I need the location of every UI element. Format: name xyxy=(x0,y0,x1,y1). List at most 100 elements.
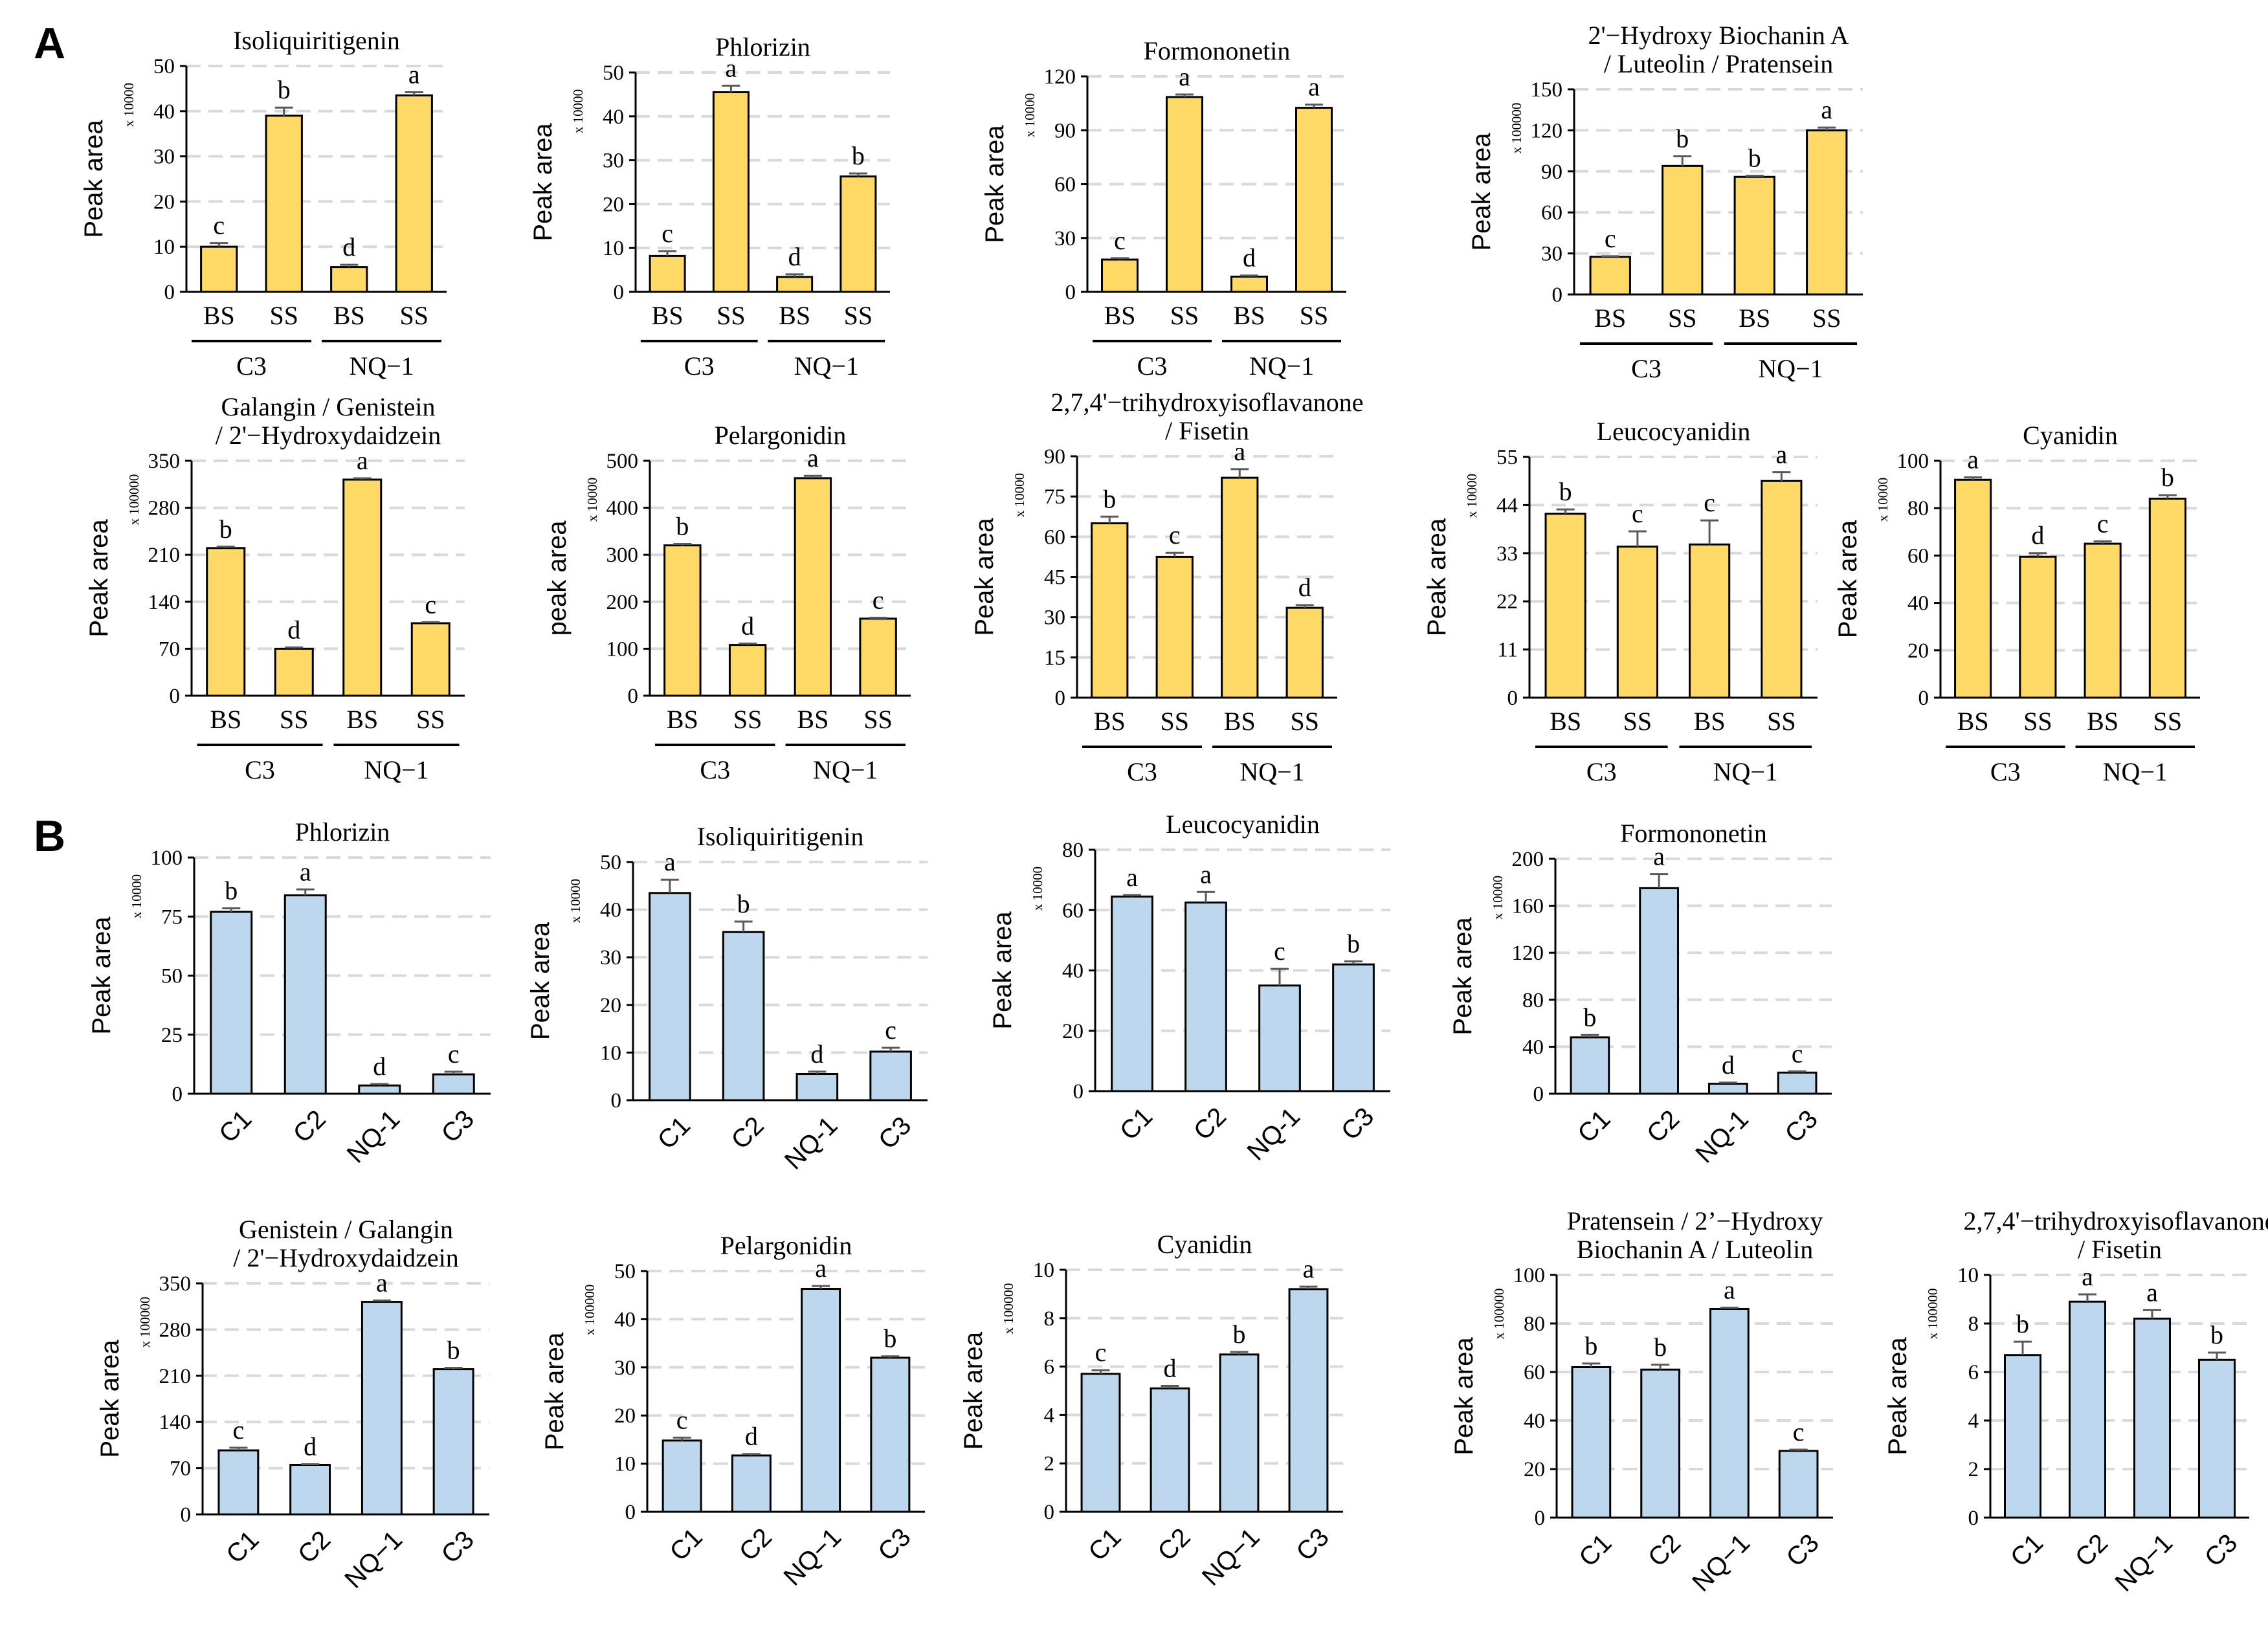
significance-letter: a xyxy=(1179,62,1190,91)
y-multiplier: x 10000 xyxy=(121,83,137,127)
bar xyxy=(712,91,750,293)
y-tick-label: 150 xyxy=(1531,78,1563,102)
category-label: C2 xyxy=(1643,1529,1686,1572)
y-tick-label: 0 xyxy=(628,685,639,708)
chart-title: Pelargonidin xyxy=(720,1231,852,1260)
y-tick-label: 100 xyxy=(151,847,183,870)
y-axis-label: Peak area xyxy=(988,911,1017,1030)
significance-letter: a xyxy=(1308,72,1320,102)
bar xyxy=(2004,1354,2041,1519)
bar xyxy=(432,1073,475,1095)
y-tick-label: 0 xyxy=(1535,1507,1546,1530)
bar xyxy=(1221,476,1259,699)
group-label: NQ−1 xyxy=(813,755,878,784)
category-label: BS xyxy=(779,301,810,330)
category-label: BS xyxy=(1234,301,1265,330)
y-multiplier: x 100000 xyxy=(1491,1289,1507,1340)
y-tick-label: 160 xyxy=(1512,895,1544,918)
significance-letter: b xyxy=(1233,1320,1246,1349)
bar xyxy=(2019,555,2057,699)
y-multiplier: x 100000 xyxy=(1001,1283,1016,1334)
y-axis-label: Peak area xyxy=(981,125,1009,243)
significance-letter: c xyxy=(1632,499,1643,528)
chart-title: Isoliquiritigenin xyxy=(697,822,864,851)
significance-letter: c xyxy=(2097,509,2109,538)
significance-letter: a xyxy=(300,857,311,886)
chart-b1: 0 25 50 75 100 b C1 a C2 d NQ-1 c C3 Phlorizin x 10000… xyxy=(87,817,491,1169)
y-multiplier: x 10000 xyxy=(1022,93,1038,137)
y-tick-label: 0 xyxy=(1968,1507,1979,1530)
category-label: C3 xyxy=(1336,1102,1379,1146)
bar xyxy=(1571,1366,1612,1519)
y-multiplier: x 100000 xyxy=(1509,103,1524,154)
category-label: C1 xyxy=(1573,1529,1617,1572)
significance-letter: b xyxy=(2016,1309,2029,1338)
y-tick-label: 0 xyxy=(164,281,175,304)
significance-letter: b xyxy=(219,515,232,544)
bar xyxy=(1709,1308,1750,1519)
category-label: C3 xyxy=(436,1525,480,1569)
category-label: C3 xyxy=(1291,1523,1334,1566)
y-axis-label: Peak area xyxy=(1834,520,1862,638)
group-label: C3 xyxy=(1127,757,1157,786)
panel-label-b: B xyxy=(34,812,65,861)
significance-letter: b xyxy=(278,75,291,104)
y-tick-label: 30 xyxy=(1541,243,1562,266)
y-tick-label: 80 xyxy=(1524,1312,1545,1336)
significance-letter: c xyxy=(232,1415,244,1444)
significance-letter: d xyxy=(304,1432,317,1461)
y-tick-label: 20 xyxy=(1907,639,1929,663)
y-axis-label: Peak area xyxy=(970,518,999,636)
y-tick-label: 80 xyxy=(1062,839,1084,862)
significance-letter: a xyxy=(664,847,676,876)
y-tick-label: 0 xyxy=(1533,1083,1544,1106)
y-axis-label: Peak area xyxy=(959,1331,988,1450)
chart-b8: 0 20 40 60 80 100 b C1 b C2 a NQ−1 c C3 Pratensein / 2… xyxy=(1450,1206,1833,1597)
y-tick-label: 50 xyxy=(600,851,621,874)
group-label: NQ−1 xyxy=(2103,757,2168,786)
bar xyxy=(1778,1450,1819,1519)
y-tick-label: 45 xyxy=(1044,566,1065,590)
significance-letter: d xyxy=(741,611,754,640)
y-axis-label: Peak area xyxy=(1449,917,1477,1035)
chart-title: Cyanidin xyxy=(2023,421,2118,450)
group-label: C3 xyxy=(236,351,267,381)
y-axis-label: Peak area xyxy=(526,922,555,1040)
bar xyxy=(839,175,877,293)
group-label: NQ−1 xyxy=(794,351,859,381)
y-tick-label: 10 xyxy=(614,1453,636,1476)
bar xyxy=(662,1439,702,1513)
group-label: NQ−1 xyxy=(364,755,428,784)
y-tick-label: 2 xyxy=(1044,1452,1055,1476)
bar xyxy=(1230,275,1268,293)
y-multiplier: x 10000 xyxy=(1490,876,1506,920)
category-label: C1 xyxy=(665,1523,708,1566)
category-label: NQ-1 xyxy=(342,1105,406,1169)
y-tick-label: 40 xyxy=(153,100,175,124)
chart-title: Leucocyanidin xyxy=(1597,417,1751,446)
bar xyxy=(1295,107,1333,293)
category-label: BS xyxy=(210,705,241,734)
chart-b7: 0 2 4 6 8 10 c C1 d C2 b NQ−1 a C3 Cyanidin x 100000 Pea… xyxy=(959,1230,1343,1591)
significance-letter: c xyxy=(873,585,884,614)
bar xyxy=(1184,902,1227,1092)
y-tick-label: 40 xyxy=(1522,1035,1544,1059)
y-tick-label: 100 xyxy=(1513,1264,1546,1287)
y-tick-label: 400 xyxy=(606,497,639,520)
bar xyxy=(217,1449,260,1516)
y-axis-label: Peak area xyxy=(87,916,116,1035)
significance-letter: c xyxy=(1095,1338,1107,1367)
category-label: C2 xyxy=(288,1105,331,1148)
y-tick-label: 40 xyxy=(600,899,621,922)
y-tick-label: 4 xyxy=(1044,1404,1055,1427)
chart-title: Phlorizin xyxy=(715,32,810,61)
y-tick-label: 30 xyxy=(603,149,624,173)
y-tick-label: 44 xyxy=(1496,494,1518,517)
significance-letter: d xyxy=(342,232,355,261)
group-label: C3 xyxy=(1137,351,1168,381)
y-tick-label: 40 xyxy=(614,1308,636,1331)
y-tick-label: 55 xyxy=(1496,446,1518,469)
